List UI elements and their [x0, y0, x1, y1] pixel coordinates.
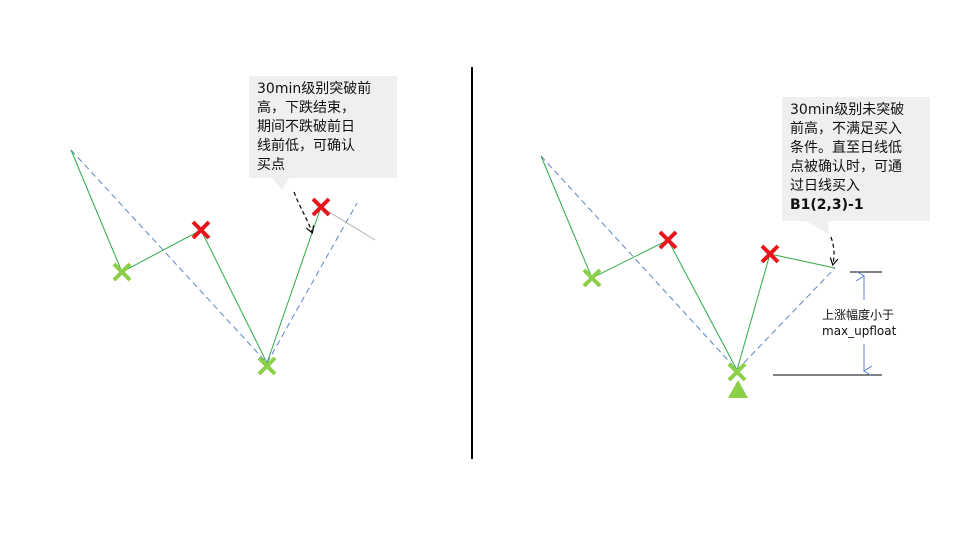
left-dashed-trend-up [266, 202, 358, 364]
red-x-icon [760, 244, 780, 264]
right-dashed-trend-down [540, 155, 738, 371]
callout-text-line: 高，下跌结束， [257, 100, 355, 116]
left-extension-line [320, 206, 376, 241]
callout-text-line: 买点 [257, 157, 285, 173]
red-x-icon [311, 197, 331, 217]
upfloat-label: 上涨幅度小于 [822, 308, 895, 322]
callout-text-line: 线前低，可确认 [257, 138, 355, 154]
right-zigzag-path [540, 155, 836, 372]
right-callout-box: 30min级别未突破 前高，不满足买入 条件。直至日线低 点被确认时，可通 过日… [782, 97, 930, 221]
callout-text-line: 30min级别突破前 [257, 81, 372, 97]
callout-signal-code: B1(2,3)-1 [790, 197, 864, 213]
right-callout-arrow [831, 236, 834, 264]
callout-text-line: 前高，不满足买入 [790, 121, 902, 137]
left-callout-arrow [293, 191, 312, 232]
left-dashed-trend-down [70, 149, 268, 364]
callout-text-line: 30min级别未突破 [790, 102, 905, 118]
upfloat-param: max_upfloat [822, 324, 897, 338]
green-x-icon [582, 268, 602, 288]
green-triangle-icon [728, 380, 748, 398]
upfloat-annotation: 上涨幅度小于 max_upfloat [822, 307, 896, 339]
callout-text-line: 点被确认时，可通 [790, 159, 902, 175]
red-x-icon [658, 230, 678, 250]
left-panel [70, 149, 376, 376]
right-callout-pointer [806, 221, 829, 234]
right-dashed-trend-up [736, 267, 836, 371]
callout-text-line: 过日线买入 [790, 178, 860, 194]
green-x-icon [257, 356, 277, 376]
callout-text-line: 条件。直至日线低 [790, 140, 902, 156]
left-callout-box: 30min级别突破前 高，下跌结束， 期间不跌破前日 线前低，可确认 买点 [249, 76, 397, 178]
green-x-icon [727, 362, 747, 382]
callout-text-line: 期间不跌破前日 [257, 119, 355, 135]
green-x-icon [112, 262, 132, 282]
red-x-icon [191, 220, 211, 240]
left-callout-pointer [272, 178, 289, 190]
right-panel [540, 155, 882, 398]
